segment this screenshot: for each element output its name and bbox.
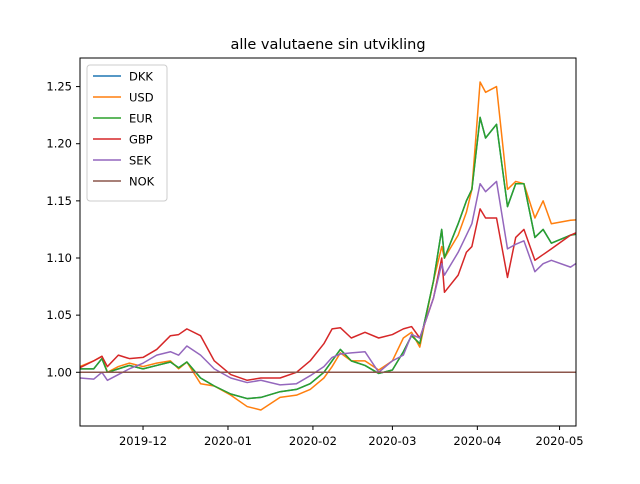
x-tick-label: 2020-02: [289, 434, 337, 448]
legend-label-gbp: GBP: [129, 133, 153, 147]
y-tick-label: 1.10: [46, 251, 72, 265]
series-line-sek: [80, 180, 576, 386]
x-tick-label: 2020-05: [536, 434, 584, 448]
y-tick-label: 1.05: [46, 308, 72, 322]
y-tick-label: 1.25: [46, 80, 72, 94]
series-layer: [80, 81, 576, 411]
legend-label-sek: SEK: [129, 154, 152, 168]
y-tick-label: 1.15: [46, 194, 72, 208]
legend-box: [86, 64, 168, 202]
series-line-eur: [80, 116, 576, 400]
x-axis: 2019-12 2020-01 2020-02 2020-03 2020-04 2020-…: [119, 426, 584, 448]
x-tick-label: 2020-03: [368, 434, 416, 448]
x-tick-label: 2020-04: [453, 434, 501, 448]
y-tick-label: 1.00: [46, 365, 72, 379]
legend-label-dkk: DKK: [129, 70, 153, 84]
legend-label-usd: USD: [129, 91, 154, 105]
x-tick-label: 2020-01: [204, 434, 252, 448]
legend-label-nok: NOK: [129, 175, 155, 189]
legend: DKK USD EUR GBP SEK NOK: [86, 64, 168, 202]
plot-frame: [79, 57, 577, 427]
legend-label-eur: EUR: [129, 112, 153, 126]
y-axis: 1.00 1.05 1.10 1.15 1.20 1.25: [46, 80, 80, 379]
x-tick-label: 2019-12: [119, 434, 167, 448]
y-tick-label: 1.20: [46, 137, 72, 151]
chart-title: alle valutaene sin utvikling: [230, 37, 425, 53]
